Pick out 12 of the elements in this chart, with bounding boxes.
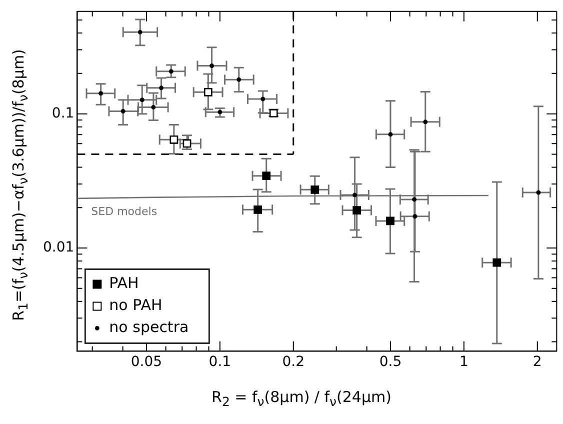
legend-label: PAH [109,274,139,292]
legend-label: no spectra [109,318,189,336]
x-tick-label: 0.2 [282,354,305,370]
legend-label: no PAH [109,296,162,314]
series-label: SED models [91,204,158,218]
y-tick-label: 0.01 [43,240,74,256]
x-tick-label: 0.05 [130,354,162,370]
x-tick-label: 0.1 [208,354,232,370]
x-tick-label: 2 [532,354,542,370]
x-tick-label: 1 [459,354,468,370]
x-axis-title: R$_{2}$ = f$_{ν}$(8μm) / f$_{ν}$(24μm) [210,388,392,409]
x-tick-label: 0.5 [379,354,402,370]
